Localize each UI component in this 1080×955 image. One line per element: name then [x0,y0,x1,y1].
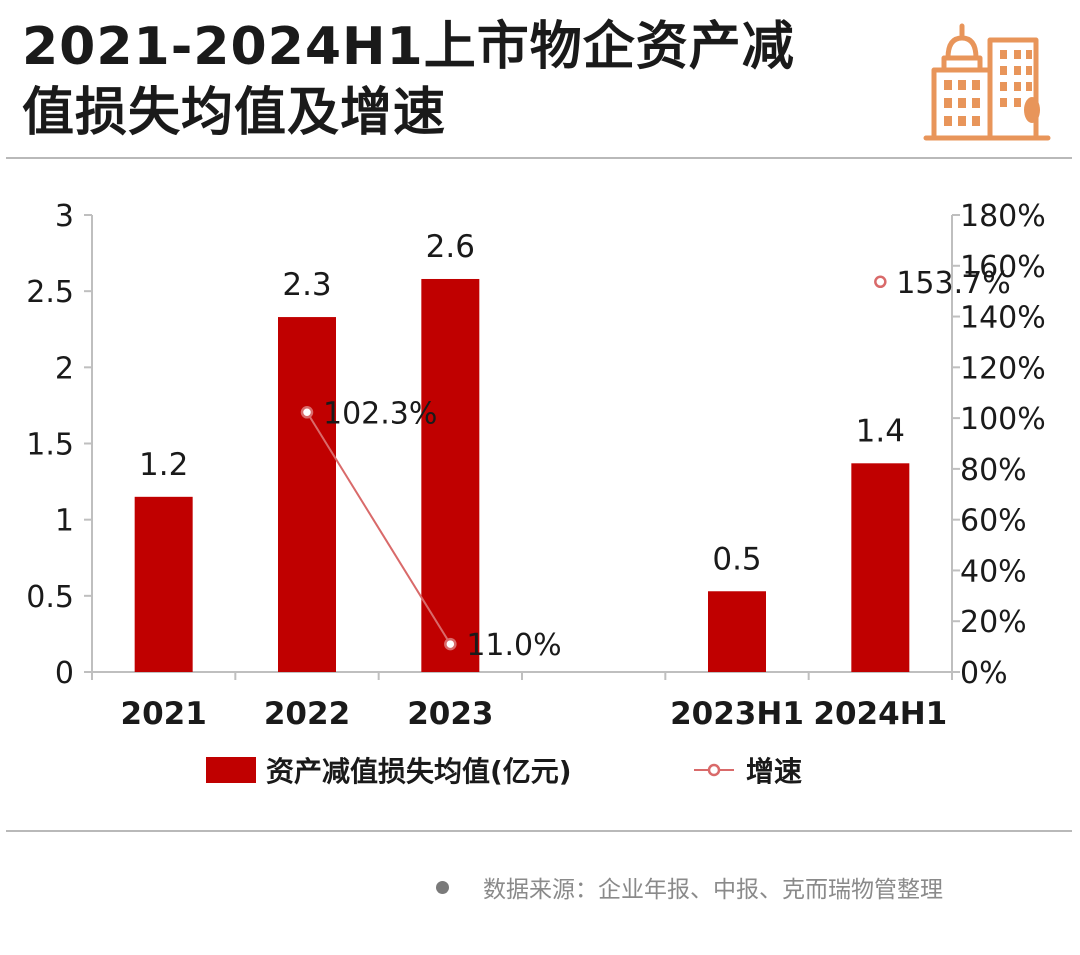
x-category-label: 2023H1 [670,696,804,732]
right-tick-label: 0% [960,656,1008,691]
bottom-divider [6,830,1072,832]
bar-value-label: 2.3 [282,267,331,303]
right-tick-label: 120% [960,351,1046,386]
x-category-label: 2023 [407,696,493,732]
building-icon [923,23,1051,141]
left-tick-label: 1 [55,504,74,539]
growth-value-label: 102.3% [323,396,437,431]
legend-bar-swatch [206,757,256,783]
legend-bar-label: 资产减值损失均值(亿元) [266,755,572,788]
right-tick-label: 180% [960,199,1046,234]
title-line-1: 2021-2024H1上市物企资产减 [22,17,795,77]
growth-point [444,637,457,651]
source-note: 数据来源：企业年报、中报、克而瑞物管整理 [436,870,943,904]
right-tick-label: 60% [960,504,1027,539]
combo-chart: 00.511.522.530%20%40%60%80%100%120%140%1… [26,199,1046,788]
growth-value-label: 153.7% [896,266,1010,301]
right-tick-label: 40% [960,554,1027,589]
chart-title: 2021-2024H1上市物企资产减 值损失均值及增速 [22,14,882,146]
bar-value-label: 1.4 [856,413,905,449]
growth-point [300,406,314,419]
title-line-2: 值损失均值及增速 [22,83,447,143]
growth-value-label: 11.0% [466,628,561,663]
right-tick-label: 140% [960,301,1046,336]
left-tick-label: 0.5 [26,580,74,615]
x-category-label: 2024H1 [813,696,947,732]
right-tick-label: 20% [960,605,1027,640]
right-tick-label: 160% [960,250,1046,285]
x-category-label: 2022 [264,696,350,732]
left-tick-label: 3 [55,199,74,234]
bar [134,496,193,672]
left-tick-label: 2.5 [26,275,74,310]
bar-value-label: 1.2 [139,447,188,483]
bar [421,278,480,672]
bar [851,463,910,672]
right-tick-label: 100% [960,402,1046,437]
bar [278,317,336,672]
bar [708,591,766,672]
top-divider [6,157,1072,159]
bullet-icon [436,881,449,894]
growth-line-segment [306,411,452,645]
right-tick-label: 80% [960,453,1027,488]
legend-line-marker [707,763,721,777]
left-tick-label: 2 [55,351,74,386]
left-tick-label: 0 [55,656,74,691]
left-tick-label: 1.5 [26,428,74,463]
bar-value-label: 2.6 [426,229,475,265]
bar-value-label: 0.5 [712,541,761,577]
x-category-label: 2021 [121,696,207,732]
growth-point [874,275,887,289]
legend-line-label: 增速 [746,755,802,788]
source-text: 数据来源：企业年报、中报、克而瑞物管整理 [483,877,943,903]
